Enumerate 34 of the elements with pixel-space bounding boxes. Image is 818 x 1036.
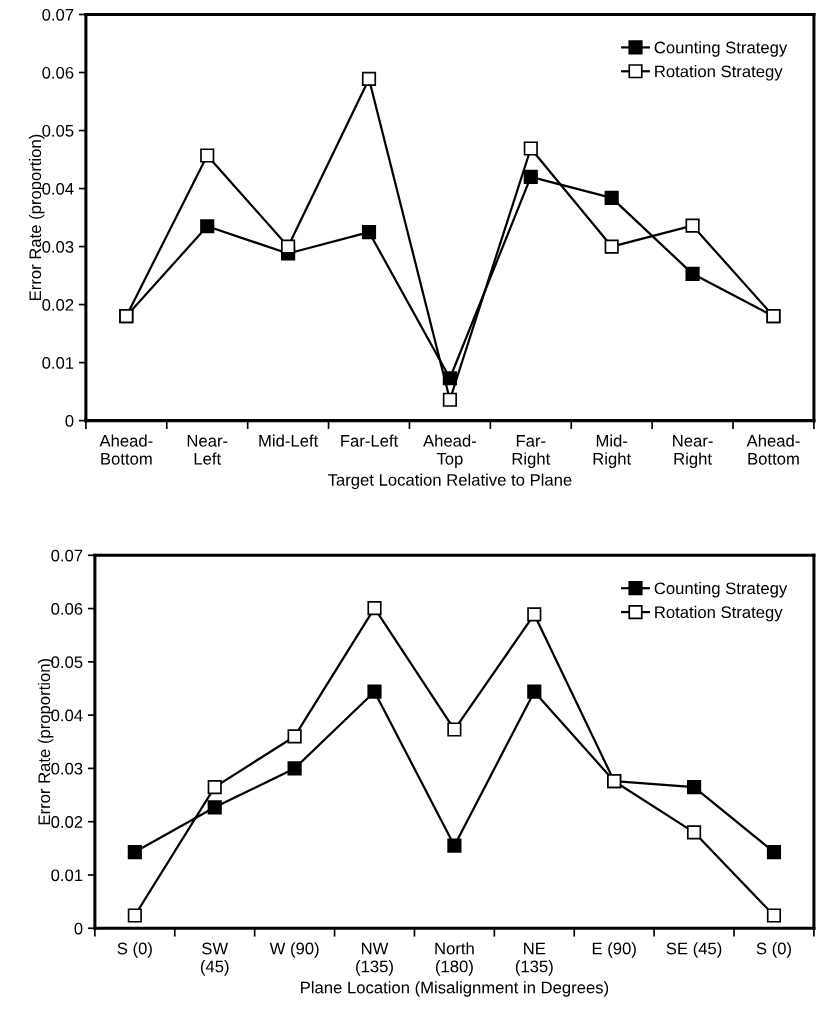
y-tick-label: 0 <box>74 922 83 935</box>
x-axis-title: Plane Location (Misalignment in Degrees) <box>301 981 609 997</box>
legend-label: Counting Strategy <box>654 581 788 598</box>
y-tick-label: 0.06 <box>42 66 74 79</box>
legend-label: Counting Strategy <box>654 41 788 57</box>
x-tick-label: S (0) <box>117 942 152 958</box>
x-tick-label: W (90) <box>269 942 319 958</box>
x-tick-label: SW (45) <box>200 942 229 976</box>
y-tick-label: 0.03 <box>51 762 83 775</box>
y-tick-label: 0.01 <box>42 357 74 369</box>
x-tick-label: Ahead- Top <box>423 434 477 468</box>
legend-label: Rotation Strategy <box>655 605 783 622</box>
x-tick-label: Near- Left <box>187 435 228 465</box>
x-tick-label: Ahead- Bottom <box>99 434 153 465</box>
x-tick-label: Mid- Right <box>593 434 632 468</box>
legend-label: Rotation Strategy <box>655 65 783 81</box>
y-tick-label: 0 <box>65 415 74 427</box>
x-tick-label: NE (135) <box>515 942 553 976</box>
y-tick-label: 0.07 <box>51 549 83 562</box>
x-tick-label: Near- Right <box>673 435 713 468</box>
x-tick-label: NW (135) <box>356 942 393 976</box>
x-tick-label: E (90) <box>592 942 636 958</box>
x-tick-label: Ahead- Bottom <box>746 434 800 465</box>
y-tick-label: 0.06 <box>51 602 83 615</box>
x-tick-label: Far- Right <box>512 435 551 468</box>
x-tick-label: SE (45) <box>666 942 722 958</box>
x-tick-label: Far-Left <box>341 434 399 447</box>
x-tick-label: North (180) <box>435 942 474 976</box>
y-tick-label: 0.01 <box>51 869 83 882</box>
x-axis-title: Target Location Relative to Plane <box>327 473 572 490</box>
x-tick-label: Mid-Left <box>259 434 319 447</box>
y-tick-label: 0.07 <box>42 8 74 21</box>
y-tick-label: 0.02 <box>42 298 74 311</box>
x-tick-label: S (0) <box>756 942 791 958</box>
